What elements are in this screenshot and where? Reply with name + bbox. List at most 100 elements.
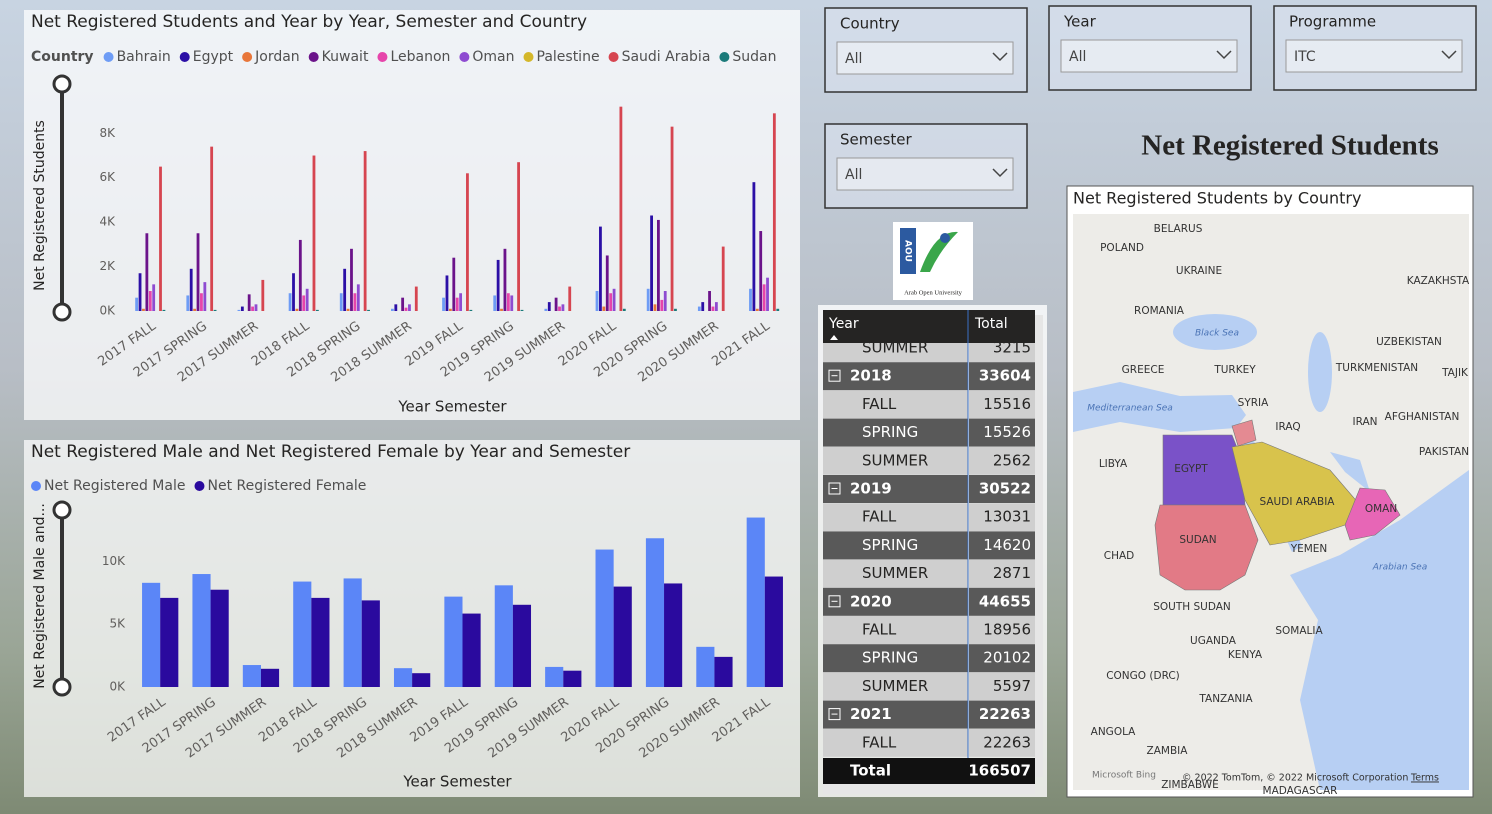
bar xyxy=(612,288,616,311)
row-total: 18956 xyxy=(983,621,1031,639)
map-label: UZBEKISTAN xyxy=(1376,336,1442,348)
table-row xyxy=(969,700,1035,729)
row-total: 15526 xyxy=(983,423,1031,441)
row-total: 2562 xyxy=(993,451,1031,469)
table-row xyxy=(969,559,1035,588)
bar xyxy=(343,578,362,687)
dropdown[interactable] xyxy=(836,41,1014,75)
bar xyxy=(240,306,244,311)
map-label: TURKEY xyxy=(1213,364,1256,376)
map-label: BELARUS xyxy=(1154,223,1203,235)
bar xyxy=(660,299,664,311)
map-label: LIBYA xyxy=(1099,458,1128,470)
bar xyxy=(302,295,306,311)
map-label: CONGO (DRC) xyxy=(1106,670,1180,682)
bar xyxy=(558,306,561,311)
table-row xyxy=(969,616,1035,644)
expand-toggle[interactable] xyxy=(828,708,841,721)
bar xyxy=(496,259,500,311)
logo-mark: AOU xyxy=(903,240,913,262)
bar xyxy=(293,581,312,687)
table-row xyxy=(823,559,968,588)
scrollbar[interactable] xyxy=(1035,315,1043,777)
bar xyxy=(561,304,565,311)
bar xyxy=(547,302,551,311)
y-tick-label: 6K xyxy=(99,170,116,184)
legend-entry: Kuwait xyxy=(322,49,369,65)
expand-toggle[interactable] xyxy=(828,482,841,495)
bar xyxy=(544,308,548,311)
legend-swatch xyxy=(31,481,41,491)
hscrollbar[interactable] xyxy=(823,784,1035,794)
bar xyxy=(295,308,299,311)
bar xyxy=(721,246,725,311)
bar xyxy=(193,308,197,311)
logo: AOU Arab Open University xyxy=(893,222,973,300)
slider-handle[interactable] xyxy=(52,302,72,322)
legend-entry: Oman xyxy=(472,49,514,65)
map-water xyxy=(1173,314,1257,350)
map-label: KENYA xyxy=(1228,649,1263,661)
bar xyxy=(312,155,316,311)
expand-toggle[interactable] xyxy=(828,369,841,382)
bar xyxy=(367,309,370,311)
dropdown[interactable] xyxy=(1285,39,1463,73)
bar xyxy=(315,309,319,311)
bar xyxy=(189,268,193,311)
bar xyxy=(452,257,456,311)
bar xyxy=(242,665,261,687)
map-label: TURKMENISTAN xyxy=(1335,362,1418,374)
table-row xyxy=(969,587,1035,616)
row-label: SPRING xyxy=(862,649,918,667)
bar xyxy=(213,309,217,311)
y-tick-label: 2K xyxy=(99,259,116,273)
bar xyxy=(762,284,766,311)
legend-swatch xyxy=(377,52,388,62)
bar xyxy=(646,288,650,311)
bar xyxy=(394,304,398,311)
bar xyxy=(148,291,152,311)
slicer xyxy=(1048,5,1252,91)
bar xyxy=(412,673,431,687)
bar xyxy=(203,282,207,311)
bar xyxy=(772,113,776,311)
sort-arrow xyxy=(830,335,838,340)
slider-handle[interactable] xyxy=(52,677,72,697)
bar xyxy=(192,574,211,687)
map-terms[interactable]: Terms xyxy=(1410,773,1439,784)
bar xyxy=(138,273,142,311)
bar xyxy=(701,302,705,311)
bar xyxy=(759,231,763,311)
table-row xyxy=(823,418,968,447)
bar xyxy=(298,239,302,311)
dropdown[interactable] xyxy=(1060,39,1238,73)
legend-swatch xyxy=(194,481,205,491)
expand-toggle[interactable] xyxy=(828,595,841,608)
bar xyxy=(517,162,520,311)
map-label: Arabian Sea xyxy=(1372,563,1427,573)
slider-handle[interactable] xyxy=(52,74,72,94)
map-label: ROMANIA xyxy=(1134,305,1185,317)
bar xyxy=(711,306,715,311)
slider-handle[interactable] xyxy=(52,500,72,520)
map-label: ZIMBABWE xyxy=(1161,779,1219,791)
bar xyxy=(506,293,510,311)
bar xyxy=(353,293,357,311)
x-axis-title: Year Semester xyxy=(397,398,507,416)
dropdown-value: ITC xyxy=(1294,49,1316,65)
bar xyxy=(752,182,756,311)
bar xyxy=(650,215,653,311)
legend-entry: Lebanon xyxy=(390,49,450,65)
legend-entry: Jordan xyxy=(254,49,300,65)
chevron xyxy=(992,52,1008,62)
row-total: 30522 xyxy=(979,480,1031,498)
map-label: TAJIK xyxy=(1441,367,1469,379)
dropdown[interactable] xyxy=(836,157,1014,191)
bar xyxy=(142,582,161,687)
row-label: FALL xyxy=(862,733,897,751)
map-label: UKRAINE xyxy=(1176,265,1222,277)
row-label: SUMMER xyxy=(862,451,928,469)
map-water xyxy=(1290,470,1469,790)
slicer-label: Semester xyxy=(840,131,913,149)
